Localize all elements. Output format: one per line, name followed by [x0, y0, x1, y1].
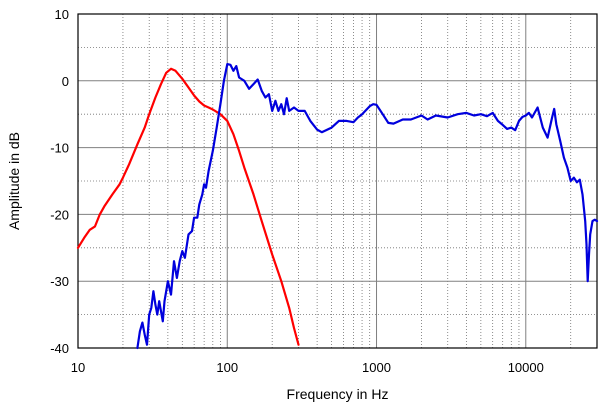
y-tick-label: -20: [50, 207, 69, 222]
y-tick-label: -40: [50, 341, 69, 356]
x-tick-labels: 10 100 1000 10000: [71, 360, 544, 375]
x-tick-label: 100: [216, 360, 238, 375]
y-tick-label: -10: [50, 141, 69, 156]
x-axis-label: Frequency in Hz: [287, 386, 389, 402]
y-axis-label: Amplitude in dB: [6, 132, 22, 230]
y-tick-labels: 10 0 -10 -20 -30 -40: [50, 7, 69, 356]
series-line-1: [76, 67, 300, 346]
x-tick-label: 1000: [362, 360, 391, 375]
y-tick-label: -30: [50, 274, 69, 289]
x-tick-label: 10000: [508, 360, 544, 375]
plot-frame: [77, 13, 598, 349]
y-tick-label: 10: [55, 7, 69, 22]
y-tick-label: 0: [62, 74, 69, 89]
series-line-2: [136, 62, 599, 350]
series-layer: [76, 62, 599, 350]
minor-grid: [78, 14, 598, 348]
x-tick-label: 10: [71, 360, 85, 375]
